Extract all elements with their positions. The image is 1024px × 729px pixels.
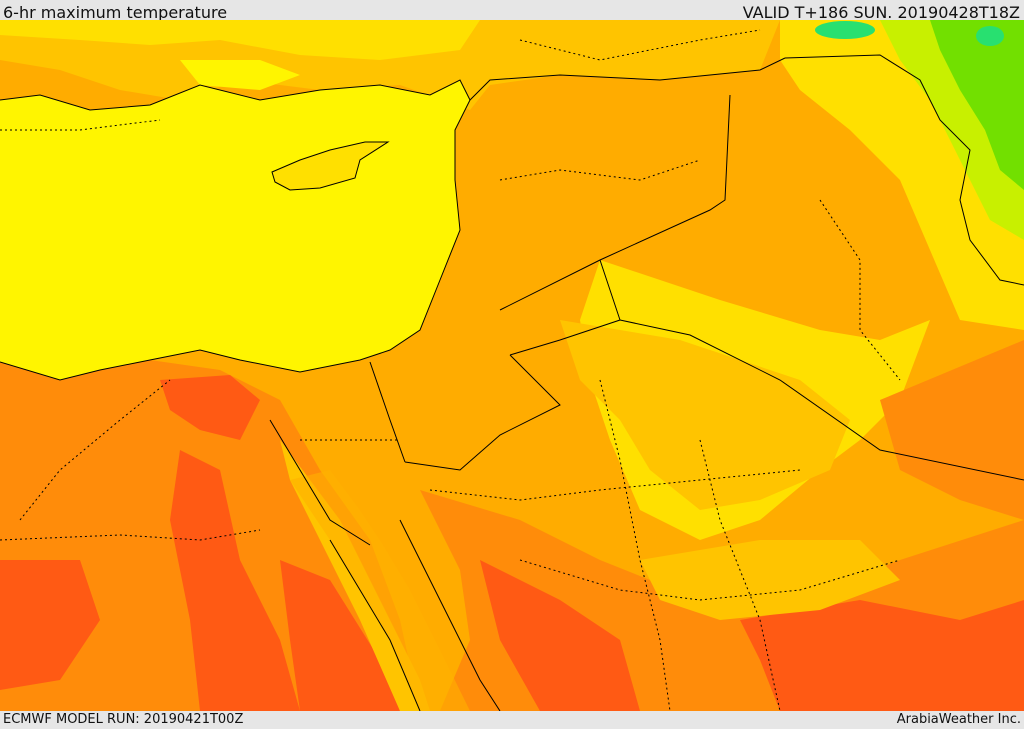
valid-time-label: VALID T+186 SUN. 20190428T18Z xyxy=(742,3,1020,22)
zone-anatolia-mild xyxy=(0,20,480,60)
province-lines xyxy=(0,29,901,711)
zone-egypt-very-hot-4 xyxy=(280,560,400,711)
border-jordan-south xyxy=(404,354,561,471)
sea-north-patch xyxy=(180,60,300,90)
header-bar: 6-hr maximum temperature VALID T+186 SUN… xyxy=(0,0,1024,22)
temperature-map-svg xyxy=(0,20,1024,711)
cold-spot-1 xyxy=(976,26,1004,46)
zone-egypt-very-hot-1 xyxy=(160,375,260,440)
coast-levant xyxy=(0,179,461,381)
border-turkey-syria xyxy=(469,57,786,101)
border-syria-iraq xyxy=(499,94,731,311)
zone-egypt-very-hot-3 xyxy=(0,560,100,690)
mediterranean-sea xyxy=(0,80,470,380)
zone-saudi-very-hot-1 xyxy=(480,560,640,711)
map-title: 6-hr maximum temperature xyxy=(3,3,228,22)
border-iraq-saudi xyxy=(619,319,1024,481)
coast-red-sea-west xyxy=(329,539,421,711)
zone-saudi-very-hot-2 xyxy=(740,600,1024,711)
border-iraq-iran xyxy=(784,54,1024,286)
coast-gulf-suez xyxy=(269,419,371,546)
border-jordan-saudi xyxy=(509,259,621,356)
zone-northeast-cold xyxy=(930,20,1024,190)
temperature-map[interactable] xyxy=(0,20,1024,711)
credit-label: ArabiaWeather Inc. xyxy=(896,712,1021,727)
border-egypt-israel xyxy=(369,361,406,463)
coast-red-sea-east xyxy=(399,519,501,711)
coastlines xyxy=(0,79,501,711)
footer-bar: ECMWF MODEL RUN: 20190421T00Z ArabiaWeat… xyxy=(0,711,1024,729)
zone-gulf-hot xyxy=(880,340,1024,520)
country-borders xyxy=(369,54,1024,481)
zone-egypt-very-hot-2 xyxy=(170,450,300,711)
model-run-label: ECMWF MODEL RUN: 20190421T00Z xyxy=(3,712,244,727)
cold-spot-2 xyxy=(815,21,875,39)
red-sea xyxy=(290,470,470,711)
zone-central-warm xyxy=(560,320,850,510)
cyprus xyxy=(271,141,390,191)
